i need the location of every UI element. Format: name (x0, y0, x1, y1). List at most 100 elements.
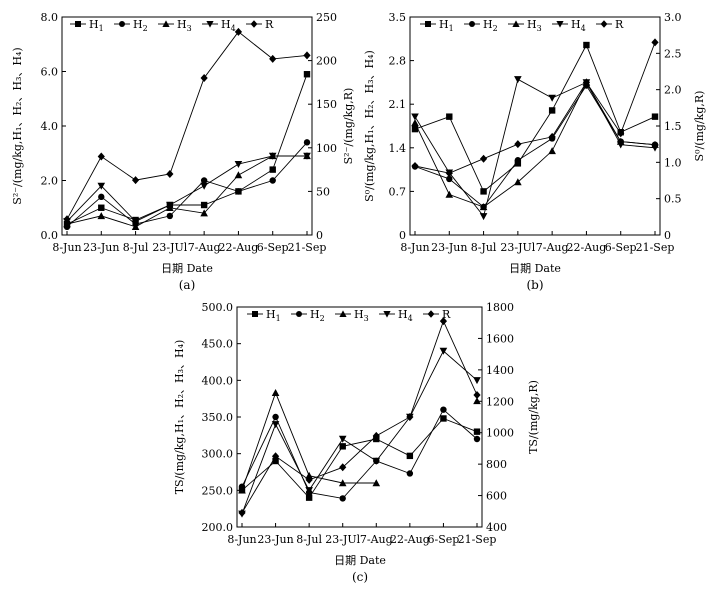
point-H3 (97, 212, 106, 220)
point-R (479, 154, 488, 163)
point-H4 (97, 182, 106, 190)
point-H1 (583, 41, 590, 49)
series-line-R (414, 42, 656, 174)
legend-item-H3: H3 (335, 308, 369, 323)
legend-label: H3 (354, 308, 369, 323)
point-R (238, 508, 246, 517)
point-R (339, 463, 347, 472)
legend-label: R (265, 18, 274, 31)
legend-label: H3 (527, 18, 542, 33)
point-H3 (372, 479, 381, 487)
point-R (411, 161, 419, 170)
y-tick-label-right: 600 (486, 490, 507, 503)
y-tick-label-left: 1.4 (389, 142, 407, 155)
legend-item-H4: H4 (379, 308, 413, 323)
y-tick-label-right: 50 (316, 185, 330, 198)
x-tick-label: 6-Sep (257, 241, 289, 254)
point-H4 (271, 421, 280, 429)
point-H4 (338, 435, 347, 443)
point-H1 (303, 71, 311, 78)
legend-marker-H1 (75, 21, 81, 27)
y-tick-label-left: 450.0 (202, 338, 234, 351)
chart-panel-a: 0.0 2.0 4.0 6.0 8.0 0 50 100 150 200 250 8-Jun 23-Ju… (11, 11, 355, 292)
point-H2 (98, 193, 105, 201)
series-line-H3 (66, 155, 307, 228)
point-H4 (372, 457, 381, 465)
legend-item-R: R (246, 18, 274, 31)
legend-item-H2: H2 (291, 308, 325, 323)
point-H1 (411, 125, 419, 133)
legend-marker-H4 (206, 21, 214, 28)
y-tick-label-left: 350.0 (202, 411, 234, 424)
x-tick-label: 21-Sep (636, 241, 675, 254)
point-R (582, 78, 591, 87)
legend-marker-H4 (556, 21, 564, 28)
point-H2 (166, 212, 174, 220)
point-H3 (514, 178, 522, 186)
x-axis-label: 日期 Date (509, 262, 561, 275)
y-tick-label-right: 1.5 (664, 120, 682, 133)
x-tick-label: 23-JUl (500, 241, 535, 254)
y-axis-label-right: TS/(mg/kg,R) (527, 380, 540, 454)
series-line-H1 (241, 417, 478, 499)
y-axis-label-left: S²⁻/(mg/kg,H₁、H₂、H₃、H₄) (11, 47, 24, 204)
y-tick-label-left: 4.0 (41, 120, 59, 133)
x-axis-label: 日期 Date (161, 262, 213, 275)
point-H2 (269, 177, 276, 184)
y-tick-label-right: 1.0 (664, 156, 682, 169)
y-tick-label-left: 3.5 (389, 11, 407, 24)
y-tick-label-right: 2.5 (664, 47, 682, 60)
y-tick-label-right: 3.0 (664, 11, 682, 24)
point-H4 (200, 182, 208, 190)
legend-marker-H2 (296, 311, 302, 317)
y-tick-label-left: 300.0 (202, 448, 234, 461)
legend-item-R: R (596, 18, 624, 31)
y-tick-label-left: 0.7 (389, 185, 407, 198)
chart-panel-c: 200.0 250.0 300.0 350.0 400.0 450.0 500.0 400 60… (173, 301, 540, 584)
point-H3 (200, 209, 208, 217)
legend-marker-R (600, 20, 608, 28)
y-tick-label-right: 1000 (486, 427, 514, 440)
y-tick-label-right: 400 (486, 521, 507, 534)
point-H1 (200, 201, 208, 209)
point-H3 (548, 147, 556, 155)
point-H2 (339, 495, 346, 502)
y-tick-label-right: 0 (316, 229, 323, 242)
point-R (439, 317, 448, 326)
x-tick-label: 22-Aug (219, 241, 259, 254)
point-H1 (651, 113, 659, 120)
point-H2 (200, 177, 208, 184)
series-line-H2 (66, 142, 308, 228)
y-tick-label-left: 0.0 (41, 229, 59, 242)
x-tick-label: 6-Sep (428, 533, 460, 546)
x-tick-label: 7-Aug (360, 533, 393, 546)
y-tick-label-right: 1200 (486, 395, 514, 408)
series-line-H1 (66, 74, 308, 225)
point-R (271, 452, 280, 461)
series-line-R (241, 319, 478, 514)
point-H2 (440, 406, 447, 413)
series-line-H2 (241, 408, 478, 499)
point-R (200, 74, 208, 83)
y-axis-label-right: S²⁻/(mg/kg,R) (342, 88, 355, 165)
point-H1 (98, 204, 105, 211)
y-tick-label-left: 2.0 (41, 175, 59, 188)
point-H4 (303, 152, 311, 160)
point-H4 (439, 347, 448, 355)
point-R (372, 431, 380, 440)
legend-label: H3 (177, 18, 192, 33)
legend-label: H1 (89, 18, 104, 33)
y-tick-label-right: 0 (664, 229, 671, 242)
plot-frame (409, 16, 661, 236)
point-R (166, 169, 174, 178)
y-tick-label-left: 0 (399, 229, 406, 242)
legend-item-H4: H4 (202, 18, 236, 33)
point-H2 (473, 435, 481, 443)
point-H4 (514, 76, 522, 84)
x-tick-label: 8-Jun (227, 533, 256, 546)
point-H1 (269, 166, 276, 173)
panel-caption: (b) (526, 278, 543, 292)
point-H4 (479, 213, 488, 221)
y-tick-label-left: 400.0 (202, 374, 234, 387)
series-line-H1 (414, 43, 656, 193)
